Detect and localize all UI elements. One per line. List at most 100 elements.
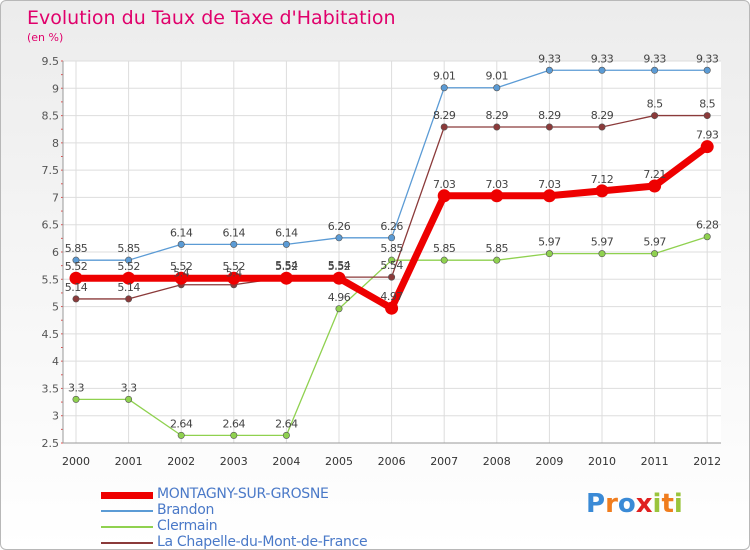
data-point	[385, 301, 399, 315]
data-point	[700, 140, 714, 154]
data-point	[125, 256, 133, 264]
data-label: 8.5	[699, 98, 715, 111]
data-point	[125, 395, 133, 403]
x-tick-label: 2010	[588, 455, 616, 468]
data-label: 5.54	[328, 259, 351, 272]
data-point	[437, 189, 451, 203]
data-point	[595, 184, 609, 198]
data-point	[335, 234, 343, 242]
data-label: 5.54	[380, 259, 403, 272]
data-point	[72, 395, 80, 403]
y-tick-label: 4	[52, 355, 59, 368]
x-tick-label: 2011	[641, 455, 669, 468]
data-label: 2.64	[223, 417, 246, 430]
legend-label: Clermain	[157, 518, 218, 534]
data-label: 9.33	[538, 52, 561, 65]
data-label: 5.14	[117, 281, 140, 294]
data-label: 5.4	[226, 267, 242, 280]
x-tick-label: 2004	[272, 455, 300, 468]
data-point	[703, 66, 711, 74]
data-label: 2.64	[170, 417, 193, 430]
data-point	[545, 250, 553, 258]
data-point	[440, 256, 448, 264]
legend-swatch	[101, 510, 153, 512]
data-label: 7.03	[486, 178, 509, 191]
data-label: 5.85	[380, 242, 403, 255]
data-label: 4.97	[380, 290, 403, 303]
legend-label: La Chapelle-du-Mont-de-France	[157, 534, 368, 550]
data-label: 5.54	[275, 259, 298, 272]
data-point	[493, 256, 501, 264]
data-point	[545, 66, 553, 74]
data-point	[282, 431, 290, 439]
y-tick-label: 7	[52, 191, 59, 204]
data-label: 2.64	[275, 417, 298, 430]
data-point	[651, 112, 659, 120]
x-tick-label: 2008	[483, 455, 511, 468]
data-point	[493, 123, 501, 131]
data-label: 6.14	[170, 226, 193, 239]
data-point	[332, 271, 346, 285]
y-tick-label: 3.5	[42, 382, 60, 395]
data-point	[388, 256, 396, 264]
data-label: 6.26	[328, 220, 351, 233]
data-point	[122, 271, 136, 285]
data-label: 5.52	[328, 260, 351, 273]
unit-label: (en %)	[27, 31, 64, 44]
data-label: 7.03	[433, 178, 456, 191]
y-tick-label: 6.5	[42, 219, 60, 232]
x-tick-label: 2003	[220, 455, 248, 468]
data-point	[440, 84, 448, 92]
data-label: 5.85	[65, 242, 88, 255]
logo-letter: P	[586, 489, 606, 519]
data-label: 8.5	[647, 98, 663, 111]
data-point	[651, 66, 659, 74]
data-point	[598, 66, 606, 74]
data-point	[230, 431, 238, 439]
data-point	[72, 256, 80, 264]
legend-swatch	[101, 492, 153, 499]
data-point	[388, 273, 396, 281]
logo-letter: r	[605, 489, 618, 519]
y-tick-label: 4.5	[42, 328, 60, 341]
data-point	[125, 295, 133, 303]
data-label: 7.03	[538, 178, 561, 191]
x-tick-label: 2005	[325, 455, 353, 468]
data-label: 7.12	[591, 173, 614, 186]
data-label: 3.3	[68, 381, 84, 394]
logo-letter: x	[635, 489, 653, 519]
y-tick-label: 7.5	[42, 164, 60, 177]
legend-swatch	[101, 526, 153, 528]
data-label: 6.26	[380, 220, 403, 233]
data-label: 5.97	[643, 236, 666, 249]
legend-label: MONTAGNY-SUR-GROSNE	[157, 486, 329, 502]
logo-letter: o	[617, 489, 636, 519]
y-tick-label: 5	[52, 301, 59, 314]
data-label: 4.96	[328, 291, 351, 304]
data-point	[542, 189, 556, 203]
y-tick-label: 3	[52, 410, 59, 423]
data-label: 5.52	[223, 260, 246, 273]
x-tick-label: 2006	[378, 455, 406, 468]
data-label: 5.97	[538, 236, 561, 249]
y-tick-label: 8	[52, 137, 59, 150]
data-label: 5.52	[170, 260, 193, 273]
data-point	[598, 250, 606, 258]
data-label: 8.29	[486, 109, 509, 122]
data-point	[598, 123, 606, 131]
data-label: 5.52	[117, 260, 140, 273]
data-point	[335, 305, 343, 313]
data-point	[230, 240, 238, 248]
proxiti-logo: Proxiti	[586, 489, 683, 519]
data-point	[174, 271, 188, 285]
x-tick-label: 2009	[535, 455, 563, 468]
x-tick-label: 2000	[62, 455, 90, 468]
data-label: 5.4	[173, 267, 189, 280]
x-tick-label: 2007	[430, 455, 458, 468]
data-point	[493, 84, 501, 92]
data-point	[227, 271, 241, 285]
x-tick-label: 2002	[167, 455, 195, 468]
data-label: 6.14	[223, 226, 246, 239]
data-label: 3.3	[121, 381, 137, 394]
